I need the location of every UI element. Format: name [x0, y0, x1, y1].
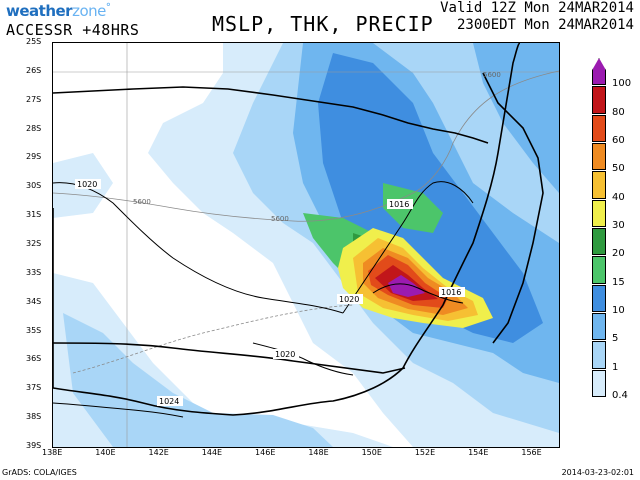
nsw-qld-border [53, 86, 489, 144]
timestamp-label: 2014-03-23-02:01 [561, 468, 634, 477]
lon-label: 138E [42, 448, 63, 457]
lat-label: 25S [26, 37, 42, 46]
borders-coast [53, 43, 544, 416]
thickness-secondary [72, 304, 354, 374]
lat-label: 34S [26, 296, 42, 306]
lon-label: 140E [95, 448, 116, 457]
legend-level-label: 0.4 [612, 390, 628, 401]
lat-label: 26S [26, 65, 42, 75]
brand-zone-text: zone [72, 2, 106, 20]
brand-ring-icon: ° [105, 2, 111, 13]
legend-swatch [592, 114, 606, 142]
isobar-1020-west [53, 182, 344, 314]
legend-swatch [592, 199, 606, 227]
vic-nsw-border [53, 342, 406, 374]
chart-title: MSLP, THK, PRECIP [212, 12, 434, 36]
valid-time: Valid 12Z Mon 24MAR2014 2300EDT Mon 24MA… [440, 0, 634, 34]
lat-label: 31S [26, 210, 42, 220]
isobar-1024 [53, 402, 184, 418]
legend-level-label: 20 [612, 248, 625, 260]
isobar-label-1020-c: 1020 [275, 350, 295, 359]
isobar-label-bg [337, 294, 363, 304]
credit-label: GrADS: COLA/IGES [2, 468, 77, 477]
map-svg: 1020 1016 1020 1016 1020 1024 5600 5600 … [53, 43, 559, 447]
legend-level-label: 50 [612, 163, 625, 175]
legend-level-label: 60 [612, 135, 625, 146]
lon-label: 154E [468, 448, 489, 457]
legend-swatch [592, 171, 606, 199]
legend-swatch [592, 313, 606, 341]
lon-label: 150E [361, 448, 382, 457]
legend-swatch [592, 341, 606, 369]
valid-time-utc: Valid 12Z Mon 24MAR2014 [440, 0, 634, 16]
isobar-label-1016-a: 1016 [389, 200, 409, 209]
legend-level-label: 100 [612, 78, 632, 90]
precip-layer [53, 43, 559, 447]
precip-legend: 100 80 60 50 40 30 20 15 10 5 1 0.4 [592, 58, 638, 401]
lat-label: 39S [26, 441, 42, 450]
isobar-label-bg [157, 396, 183, 406]
isobar-1020-south [252, 342, 354, 376]
thickness-5600-line [53, 70, 559, 222]
legend-swatch [592, 284, 606, 312]
legend-swatch [592, 86, 606, 114]
thickness-label-b: 5600 [271, 215, 289, 223]
coastline [53, 43, 521, 416]
legend-level-label: 10 [612, 305, 625, 316]
thickness-label-c: 5600 [483, 71, 501, 79]
lon-label: 156E [521, 448, 542, 457]
forecast-map: 1020 1016 1020 1016 1020 1024 5600 5600 … [52, 42, 560, 448]
thickness-contours [53, 70, 559, 374]
lat-label: 27S [26, 94, 42, 104]
precip-1-sw [63, 313, 333, 447]
lon-label: 142E [148, 448, 169, 457]
isobars [53, 181, 474, 418]
legend-level-label: 30 [612, 220, 625, 231]
isobar-label-1024: 1024 [159, 397, 179, 406]
weatherzone-logo: weatherzone° [6, 2, 111, 20]
legend-swatch [592, 369, 606, 397]
brand-weather-text: weather [6, 2, 73, 20]
thickness-label-a: 5600 [133, 198, 151, 206]
isobar-label-bg [273, 349, 299, 359]
thickness-labels: 5600 5600 5600 [133, 71, 501, 223]
lat-label: 35S [26, 325, 42, 335]
legend-level-label: 1 [612, 361, 619, 373]
precip-100 [388, 275, 425, 297]
isobar-label-bg [75, 179, 101, 189]
legend-swatch [592, 58, 606, 86]
isobar-label-bg [387, 199, 413, 209]
lat-label: 38S [26, 412, 42, 422]
lat-label: 29S [26, 152, 42, 162]
lon-label: 144E [201, 448, 223, 457]
lat-label: 33S [26, 267, 42, 277]
isobar-1016 [342, 181, 474, 314]
lon-label: 152E [414, 448, 436, 457]
legend-swatch [592, 256, 606, 284]
legend-level-label: 80 [612, 106, 625, 118]
lat-label: 30S [26, 181, 42, 191]
isobar-label-1020-b: 1020 [339, 295, 359, 304]
legend-level-label: 40 [612, 191, 625, 203]
lat-label: 32S [26, 239, 42, 248]
lat-label: 36S [26, 354, 42, 364]
graticule [53, 43, 559, 447]
isobar-inner [372, 283, 464, 304]
valid-time-local: 2300EDT Mon 24MAR2014 [456, 17, 634, 33]
lon-label: 148E [308, 448, 329, 457]
offshore-line [482, 72, 544, 344]
isobar-label-1016-b: 1016 [441, 288, 461, 297]
legend-swatch [592, 228, 606, 256]
lon-label: 146E [255, 448, 276, 457]
isobar-label-1020-a: 1020 [77, 180, 97, 189]
isobar-label-bg [439, 287, 465, 297]
lat-label: 37S [26, 383, 42, 393]
model-run-label: ACCESSR +48HRS [6, 21, 140, 39]
legend-level-label: 5 [612, 333, 619, 345]
lat-label: 28S [26, 123, 42, 133]
legend-swatch [592, 143, 606, 171]
isobar-labels: 1020 1016 1020 1016 1020 1024 [75, 179, 465, 406]
legend-level-label: 15 [612, 276, 625, 288]
